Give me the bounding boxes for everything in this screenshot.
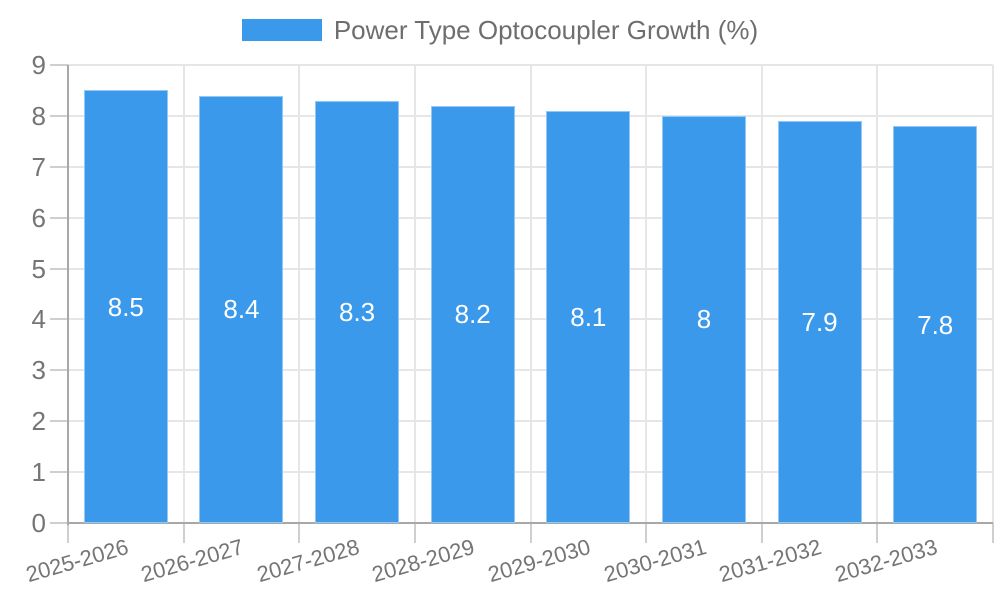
x-axis-tick (992, 523, 994, 543)
x-axis-tick (298, 523, 301, 543)
x-gridline (645, 65, 648, 523)
x-tick-label: 2029-2030 (485, 534, 594, 588)
y-tick-label: 5 (31, 253, 46, 284)
y-axis-tick (50, 216, 68, 219)
y-axis-tick (50, 114, 68, 117)
x-gridline (413, 65, 416, 523)
y-axis-tick (50, 471, 68, 474)
y-tick-label: 0 (31, 508, 46, 538)
legend-swatch (241, 19, 322, 42)
bar[interactable] (777, 120, 862, 523)
x-tick-label: 2030-2031 (600, 534, 709, 588)
bar[interactable] (893, 126, 978, 523)
y-tick-label: 4 (31, 304, 46, 335)
x-gridline (992, 65, 994, 523)
bar[interactable] (661, 115, 746, 523)
x-tick-label: 2027-2028 (253, 534, 362, 588)
x-axis-line (68, 522, 993, 524)
y-axis-tick (50, 267, 68, 270)
y-tick-label: 3 (31, 355, 46, 386)
x-gridline (876, 65, 879, 523)
x-tick-label: 2026-2027 (138, 534, 247, 588)
bar[interactable] (430, 105, 515, 523)
x-axis-tick (182, 523, 185, 543)
y-tick-label: 1 (31, 457, 46, 488)
x-axis-tick (645, 523, 648, 543)
y-tick-label: 7 (31, 151, 46, 182)
x-axis-tick (760, 523, 763, 543)
y-tick-label: 6 (31, 202, 46, 233)
bar[interactable] (546, 110, 631, 523)
x-gridline (298, 65, 301, 523)
x-gridline (760, 65, 763, 523)
y-axis-line (67, 65, 69, 525)
y-axis-tick (50, 318, 68, 321)
x-gridline (182, 65, 185, 523)
y-tick-label: 8 (31, 100, 46, 131)
y-tick-label: 2 (31, 406, 46, 437)
x-axis-tick (529, 523, 532, 543)
bar[interactable] (199, 95, 284, 523)
legend-label: Power Type Optocoupler Growth (%) (333, 15, 759, 45)
y-axis-tick (50, 369, 68, 372)
x-tick-label: 2028-2029 (369, 534, 478, 588)
y-axis-tick (50, 420, 68, 423)
y-axis-tick (50, 522, 68, 524)
x-tick-label: 2025-2026 (22, 534, 131, 588)
y-axis-tick (50, 64, 68, 66)
x-axis-tick (876, 523, 879, 543)
bar[interactable] (83, 90, 168, 523)
y-axis-tick (50, 165, 68, 168)
x-tick-label: 2032-2033 (832, 534, 941, 588)
chart-legend[interactable]: Power Type Optocoupler Growth (%) (0, 16, 1000, 45)
y-tick-label: 9 (31, 50, 46, 80)
x-tick-label: 2031-2032 (716, 534, 825, 588)
x-axis-tick (67, 523, 69, 543)
bar[interactable] (315, 100, 400, 523)
x-axis-tick (413, 523, 416, 543)
x-gridline (529, 65, 532, 523)
